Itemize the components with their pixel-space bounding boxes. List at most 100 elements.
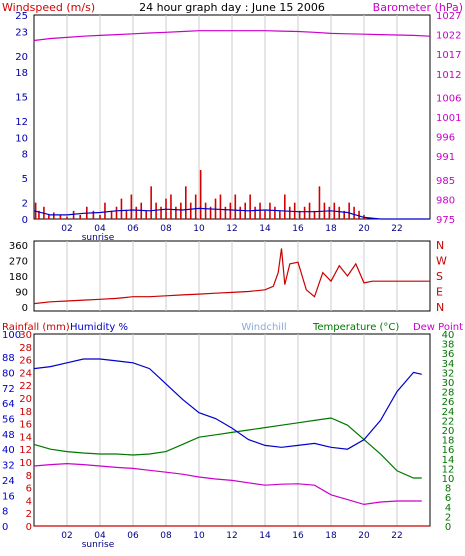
sunrise-label-bottom: sunrise (82, 540, 115, 550)
gust-bar (135, 206, 138, 219)
gust-bar (48, 214, 50, 219)
windspeed-label: Windspeed (m/s) (2, 1, 95, 14)
x-tick-label: 14 (259, 224, 271, 234)
barometer-label: Barometer (hPa) (373, 1, 463, 14)
gust-bar (338, 206, 341, 219)
gust-bar (308, 202, 311, 219)
climate-panel-grid (66, 334, 398, 526)
rainfall-tick: 28 (19, 343, 32, 354)
gust-bar (194, 194, 197, 219)
humidity-tick: 24 (2, 476, 15, 487)
wind-panel-grid (66, 15, 398, 219)
temperature-tick: 0 (445, 522, 451, 533)
rainfall-tick: 26 (19, 356, 32, 367)
gust-bar (298, 210, 301, 219)
rainfall-tick: 12 (19, 445, 32, 456)
x-tick-label: 02 (61, 531, 72, 541)
gust-bar (130, 194, 133, 219)
x-tick-label: 06 (127, 224, 139, 234)
x-tick-label: 08 (160, 224, 172, 234)
barometer-line (33, 30, 431, 42)
barometer-axis-ticks: 975 980 985 991 996 1001 1006 1012 1017 1022 1027 (436, 11, 461, 226)
windspeed-tick: 25 (15, 11, 28, 22)
gust-bar (104, 202, 106, 219)
gust-bar (204, 202, 207, 219)
dewpoint-line (33, 462, 422, 506)
gust-bar (313, 210, 316, 219)
x-tick-label: 20 (358, 531, 370, 541)
direction-tick: 270 (9, 257, 28, 268)
direction-tick: 180 (9, 272, 28, 283)
rainfall-tick: 14 (19, 432, 32, 443)
temperature-tick: 20 (442, 426, 455, 437)
barometer-tick: 1001 (436, 113, 461, 124)
humidity-tick: 100 (2, 330, 21, 341)
humidity-label: Humidity % (70, 322, 128, 333)
gust-bar (99, 214, 101, 219)
windspeed-tick: 0 (22, 215, 28, 226)
gust-bar (224, 206, 227, 219)
gust-bar (72, 210, 75, 219)
barometer-tick: 1017 (436, 50, 461, 61)
x-tick-label: 18 (325, 531, 337, 541)
direction-tick: 90 (15, 288, 28, 299)
gust-bar (229, 202, 232, 219)
humidity-axis-ticks: 0 8 16 24 32 40 48 56 64 72 80 88 100 (2, 330, 21, 533)
x-tick-label: 14 (259, 531, 271, 541)
compass-label: N (436, 239, 444, 252)
wind-direction-line (33, 248, 430, 305)
humidity-tick: 80 (2, 368, 15, 379)
gust-bar (293, 202, 296, 219)
temperature-tick: 40 (442, 330, 455, 341)
x-tick-label: 02 (61, 224, 72, 234)
barometer-tick: 1012 (436, 70, 461, 81)
x-tick-label: 12 (226, 531, 237, 541)
gust-bar (180, 202, 182, 219)
x-tick-label: 22 (391, 224, 402, 234)
temperature-tick: 12 (442, 464, 455, 475)
temperature-tick: 6 (445, 493, 451, 504)
direction-tick: 0 (22, 303, 28, 314)
windspeed-tick: 10 (15, 133, 28, 144)
x-tick-label: 04 (94, 531, 106, 541)
gust-bar (264, 210, 266, 219)
rainfall-tick: 20 (19, 394, 32, 405)
compass-label: E (436, 286, 443, 299)
gust-bar (120, 198, 123, 219)
graph-title: 24 hour graph day : June 15 2006 (139, 1, 325, 14)
temperature-tick: 38 (442, 340, 455, 351)
humidity-tick: 32 (2, 461, 15, 472)
temperature-tick: 28 (442, 388, 455, 399)
gust-bar (279, 210, 281, 219)
rainfall-tick: 24 (19, 368, 32, 379)
gust-bar (234, 194, 237, 219)
gust-bar (348, 202, 350, 219)
compass-label: W (436, 255, 447, 268)
gust-bar (189, 202, 192, 219)
gust-bar (170, 194, 172, 219)
temperature-tick: 24 (442, 407, 455, 418)
gust-bar (38, 210, 40, 219)
direction-tick: 360 (9, 241, 28, 252)
x-tick-label: 06 (127, 531, 139, 541)
barometer-tick: 991 (436, 152, 455, 163)
rainfall-tick: 30 (19, 330, 32, 341)
temperature-tick: 26 (442, 397, 455, 408)
humidity-tick: 8 (2, 507, 8, 518)
gust-bar (145, 210, 147, 219)
gust-bar (284, 194, 286, 219)
rainfall-tick: 18 (19, 407, 32, 418)
x-tick-label: 20 (358, 224, 370, 234)
wind-x-axis-ticks: 02 04 06 08 10 12 14 16 18 20 22 (61, 224, 402, 234)
rainfall-tick: 4 (26, 496, 32, 507)
windspeed-tick: 15 (15, 93, 28, 104)
temperature-tick: 30 (442, 378, 455, 389)
gust-bar (53, 212, 55, 219)
rainfall-tick: 8 (26, 471, 32, 482)
temperature-label: Temperature (°C) (312, 322, 399, 333)
temperature-tick: 10 (442, 474, 455, 485)
windspeed-tick: 8 (22, 150, 28, 161)
gust-bar (110, 210, 113, 219)
